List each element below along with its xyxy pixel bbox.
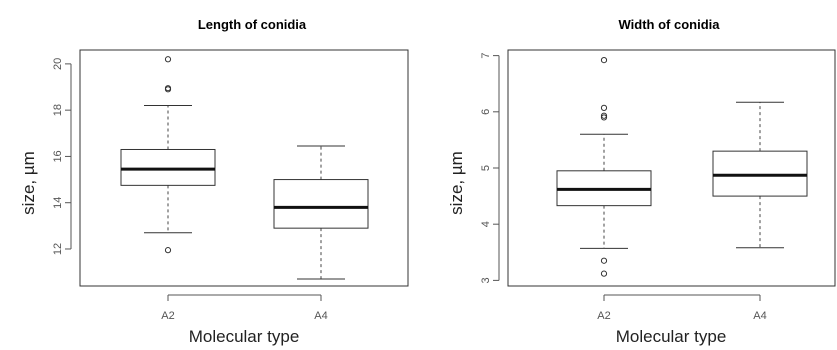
- plot-frame: [507, 49, 836, 287]
- y-axis-label: size, µm: [447, 151, 466, 215]
- outlier-point: [164, 56, 172, 63]
- outlier-point: [600, 257, 608, 264]
- x-tick-label: A2: [161, 310, 174, 322]
- y-tick-label: 12: [52, 243, 64, 255]
- y-tick-label: 6: [480, 109, 492, 115]
- y-tick-label: 5: [480, 165, 492, 171]
- y-tick-label: 14: [52, 197, 64, 209]
- chart-title: Length of conidia: [198, 17, 307, 32]
- box-a4: [273, 145, 369, 280]
- box-a2: [120, 56, 216, 254]
- length-of-conidia-panel: Length of conidia size, µm Molecular typ…: [19, 17, 409, 346]
- outlier-point: [600, 270, 608, 277]
- iqr-box: [120, 148, 216, 186]
- iqr-box: [273, 179, 369, 229]
- x-tick-label: A4: [314, 310, 327, 322]
- iqr-box: [712, 150, 808, 197]
- y-axis-label: size, µm: [19, 151, 38, 215]
- y-tick-label: 16: [52, 150, 64, 162]
- x-axis-label: Molecular type: [616, 327, 727, 346]
- y-tick-label: 3: [480, 277, 492, 283]
- y-tick-label: 20: [52, 58, 64, 70]
- y-tick-label: 18: [52, 104, 64, 116]
- x-tick-label: A4: [753, 310, 766, 322]
- plot-frame: [79, 49, 409, 287]
- y-tick-label: 7: [480, 53, 492, 59]
- box-a4: [712, 101, 808, 249]
- outlier-point: [600, 114, 608, 121]
- x-tick-label: A2: [597, 310, 610, 322]
- outlier-point: [164, 86, 172, 93]
- outlier-point: [600, 104, 608, 111]
- chart-title: Width of conidia: [619, 17, 721, 32]
- outlier-point: [164, 247, 172, 254]
- outlier-point: [600, 57, 608, 64]
- width-of-conidia-panel: Width of conidia size, µm Molecular type…: [447, 17, 836, 346]
- x-axis-label: Molecular type: [189, 327, 300, 346]
- y-tick-label: 4: [480, 221, 492, 227]
- box-a2: [556, 57, 652, 277]
